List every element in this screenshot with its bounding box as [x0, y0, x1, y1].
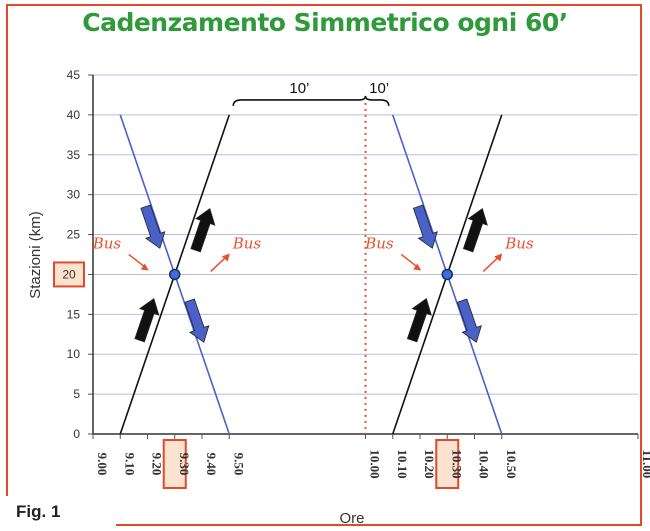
x-tick-label: 9.00	[95, 453, 110, 476]
x-axis-label: Ore	[339, 510, 364, 527]
up-train-arrow	[406, 297, 432, 343]
y-tick-label: 35	[67, 148, 81, 162]
y-tick-label: 30	[67, 188, 81, 202]
x-tick-highlight	[162, 439, 187, 489]
y-tick-label: 5	[73, 387, 80, 401]
x-tick-highlight	[435, 439, 460, 489]
chart-title: Cadenzamento Simmetrico ogni 60’	[82, 8, 568, 37]
x-tick-label: 10.20	[422, 449, 437, 478]
bus-pointer-right-head	[221, 253, 230, 262]
figure-label: Fig. 1	[16, 502, 61, 521]
up-train-arrow	[134, 297, 160, 343]
y-tick-label: 25	[67, 228, 81, 242]
y-tick-label: 0	[73, 427, 80, 441]
y-tick-label: 40	[67, 108, 81, 122]
bus-label: Bus	[232, 234, 262, 252]
y-tick-highlight	[53, 261, 85, 288]
x-tick-label: 10.30	[449, 449, 464, 478]
x-tick-label: 10.50	[504, 449, 519, 478]
interval-brace	[232, 95, 390, 106]
y-axis-label: Stazioni (km)	[27, 211, 44, 299]
bus-label: Bus	[504, 234, 534, 252]
bus-pointer-left-head	[413, 263, 422, 271]
down-train-arrow	[140, 204, 166, 249]
bus-pointer-left-head	[140, 263, 149, 271]
x-tick-label: 10.10	[395, 449, 410, 478]
crossing-node	[441, 268, 453, 281]
bus-pointer-right	[210, 255, 228, 272]
figure-frame	[6, 4, 642, 526]
x-tick-label: 9.10	[122, 453, 137, 476]
bus-pointer-right-head	[494, 253, 503, 262]
x-tick-label: 9.20	[150, 453, 165, 476]
x-tick-label: 9.40	[204, 453, 219, 476]
up-train-arrow	[462, 207, 488, 253]
figure-label-background	[6, 496, 116, 526]
down-train-arrow	[412, 204, 438, 249]
down-train-arrow	[456, 298, 482, 343]
y-tick-label: 10	[67, 347, 81, 361]
bus-label: Bus	[364, 234, 394, 252]
bus-pointer-right	[482, 255, 500, 272]
interval-label-right: 10’	[369, 80, 389, 97]
x-tick-label: 10.00	[368, 449, 383, 478]
x-tick-label: 11.00	[640, 450, 650, 479]
x-tick-label: 9.50	[231, 453, 246, 476]
crossing-node	[169, 268, 181, 281]
down-train-arrow	[184, 298, 210, 343]
x-tick-label: 9.30	[177, 453, 192, 476]
up-train-arrow	[190, 207, 216, 253]
y-tick-label: 15	[67, 307, 81, 321]
interval-label-left: 10’	[289, 80, 309, 97]
y-tick-label: 45	[67, 68, 81, 82]
x-tick-label: 10.40	[477, 449, 492, 478]
y-tick-label: 20	[62, 267, 76, 281]
bus-label: Bus	[92, 234, 122, 252]
